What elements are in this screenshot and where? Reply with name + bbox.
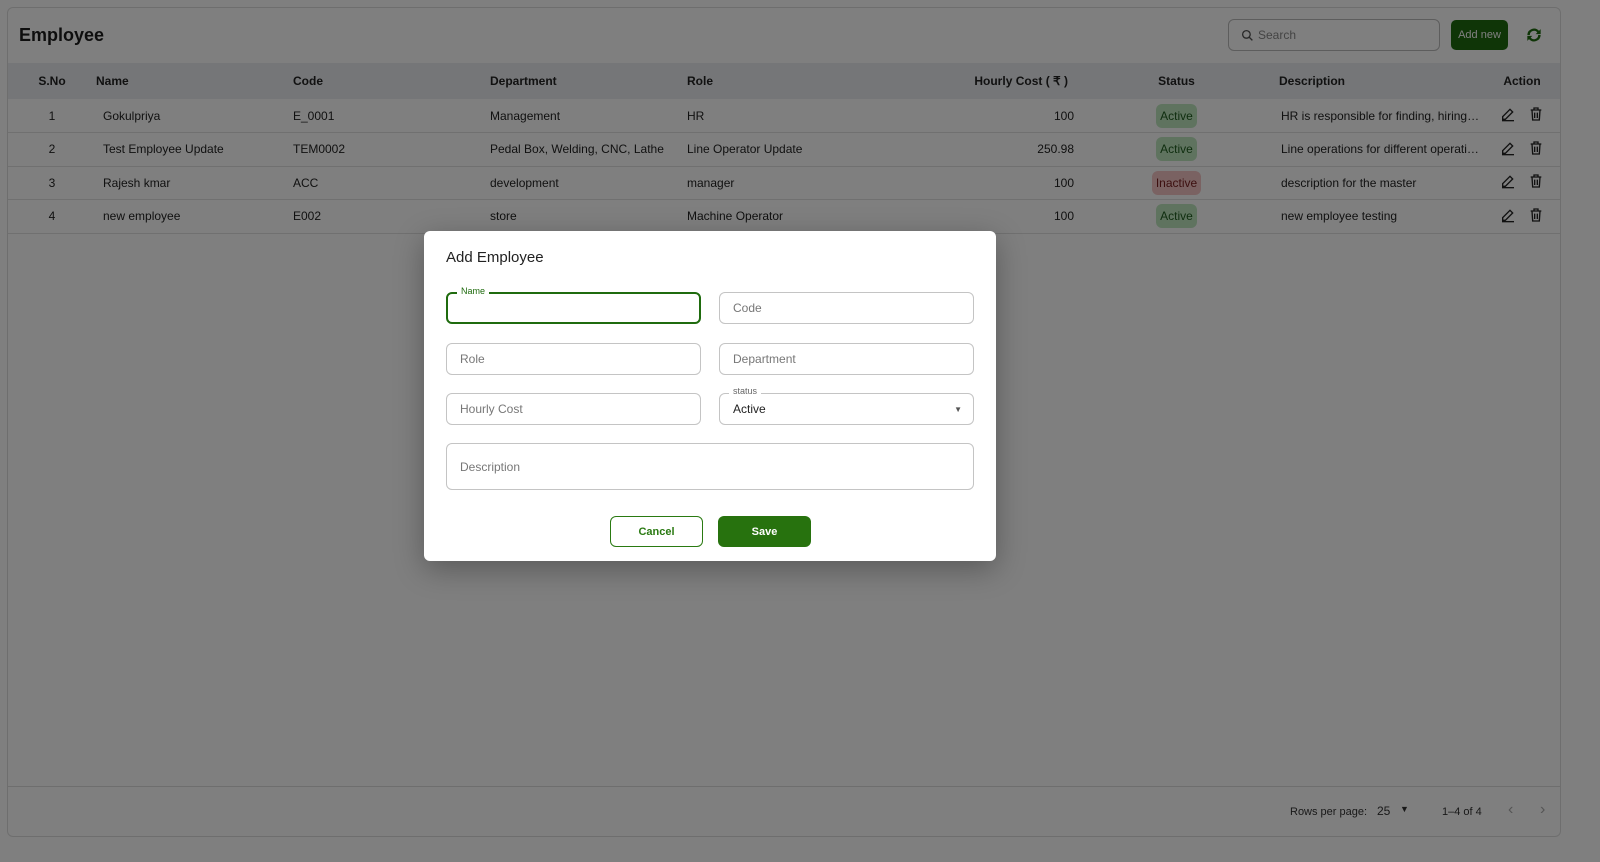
code-input[interactable]: Code	[719, 292, 974, 324]
code-placeholder: Code	[733, 301, 762, 315]
department-placeholder: Department	[733, 352, 796, 366]
cancel-button[interactable]: Cancel	[610, 516, 703, 547]
role-placeholder: Role	[460, 352, 485, 366]
chevron-down-icon: ▼	[954, 404, 962, 414]
status-label: status	[729, 386, 762, 396]
status-value: Active	[733, 402, 766, 416]
description-placeholder: Description	[460, 459, 521, 474]
status-select[interactable]: status Active ▼	[719, 386, 974, 425]
name-label: Name	[457, 286, 490, 296]
description-input[interactable]: Description	[446, 443, 974, 490]
department-input[interactable]: Department	[719, 343, 974, 375]
save-button[interactable]: Save	[718, 516, 811, 547]
hourly-cost-input[interactable]: Hourly Cost	[446, 393, 701, 425]
role-input[interactable]: Role	[446, 343, 701, 375]
name-input[interactable]: Name	[446, 286, 701, 324]
add-employee-dialog: Add Employee Name Code Role Department H…	[424, 231, 996, 561]
dialog-title: Add Employee	[446, 249, 544, 266]
hourly-cost-placeholder: Hourly Cost	[460, 402, 523, 416]
